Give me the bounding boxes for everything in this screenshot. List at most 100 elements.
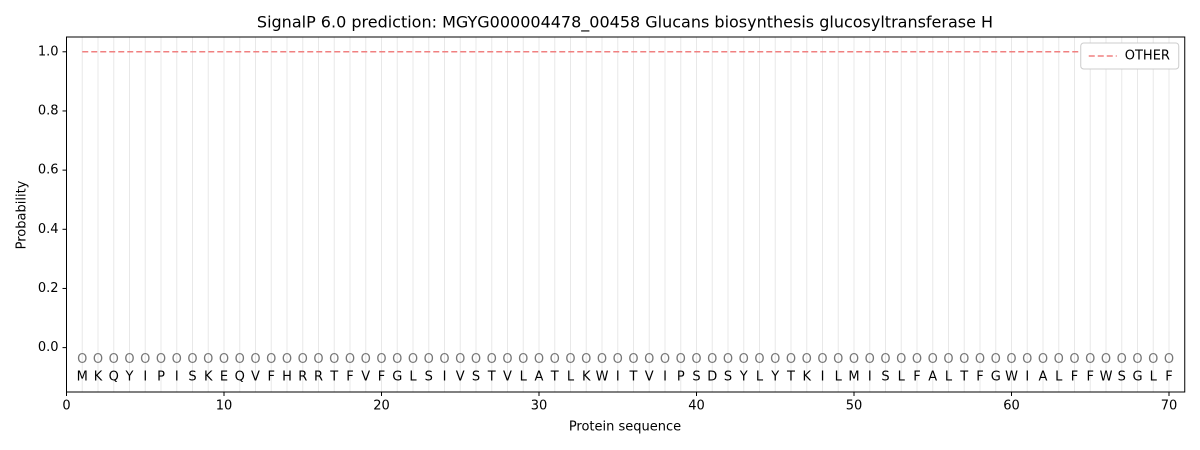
residue-label: A <box>928 370 937 385</box>
region-label: O <box>1006 352 1016 367</box>
region-label: O <box>329 352 339 367</box>
residue-label: L <box>756 370 764 385</box>
region-label: O <box>235 352 245 367</box>
region-label: O <box>550 352 560 367</box>
y-tick-label: 0.0 <box>38 340 59 355</box>
region-label: O <box>565 352 575 367</box>
y-tick-label: 1.0 <box>38 44 59 59</box>
residue-label: L <box>1055 370 1063 385</box>
residue-label: V <box>645 370 654 385</box>
region-label: O <box>172 352 182 367</box>
residue-label: I <box>443 370 447 385</box>
region-label: O <box>361 352 371 367</box>
region-label: O <box>660 352 670 367</box>
residue-label: I <box>1025 370 1029 385</box>
residue-label: F <box>1165 370 1172 385</box>
residue-label: L <box>520 370 528 385</box>
region-label: O <box>77 352 87 367</box>
region-label: O <box>581 352 591 367</box>
residue-label: Q <box>109 370 119 385</box>
residue-label: R <box>314 370 323 385</box>
y-tick-label: 0.6 <box>38 163 59 178</box>
residue-label: S <box>724 370 732 385</box>
residue-label: F <box>268 370 275 385</box>
region-label: O <box>833 352 843 367</box>
residue-label: W <box>1100 370 1113 385</box>
residue-label: F <box>976 370 983 385</box>
residue-label: I <box>821 370 825 385</box>
region-label: O <box>975 352 985 367</box>
chart-title: SignalP 6.0 prediction: MGYG000004478_00… <box>257 13 993 33</box>
residue-label: T <box>550 370 559 385</box>
region-label: O <box>959 352 969 367</box>
region-label: O <box>266 352 276 367</box>
region-label: O <box>644 352 654 367</box>
region-label: O <box>408 352 418 367</box>
residue-label: S <box>425 370 433 385</box>
residue-label: V <box>251 370 260 385</box>
residue-label: I <box>663 370 667 385</box>
region-label: O <box>896 352 906 367</box>
residue-label: F <box>1071 370 1078 385</box>
region-label: O <box>1101 352 1111 367</box>
residue-label: P <box>157 370 165 385</box>
residue-label: E <box>220 370 228 385</box>
residue-label: V <box>503 370 512 385</box>
residue-label: F <box>378 370 385 385</box>
region-label: O <box>203 352 213 367</box>
region-label: O <box>849 352 859 367</box>
residue-label: T <box>329 370 338 385</box>
x-tick-label: 30 <box>531 399 548 414</box>
residue-label: K <box>802 370 811 385</box>
y-tick-label: 0.4 <box>38 222 59 237</box>
residue-label: K <box>204 370 213 385</box>
region-label: O <box>865 352 875 367</box>
region-label: O <box>140 352 150 367</box>
region-label: O <box>1054 352 1064 367</box>
residue-label: L <box>945 370 953 385</box>
region-label: O <box>613 352 623 367</box>
region-label: O <box>313 352 323 367</box>
region-label: O <box>707 352 717 367</box>
residue-label: Y <box>739 370 748 385</box>
residue-label: G <box>392 370 402 385</box>
residue-label: L <box>835 370 843 385</box>
x-tick-label: 20 <box>373 399 390 414</box>
region-label: O <box>628 352 638 367</box>
region-label: O <box>770 352 780 367</box>
region-label: O <box>1038 352 1048 367</box>
residue-label: P <box>677 370 685 385</box>
residue-label: S <box>188 370 196 385</box>
region-label: O <box>439 352 449 367</box>
region-label: O <box>928 352 938 367</box>
residue-label: I <box>175 370 179 385</box>
region-label: O <box>597 352 607 367</box>
region-label: O <box>219 352 229 367</box>
residue-label: S <box>1118 370 1126 385</box>
region-label: O <box>1164 352 1174 367</box>
region-label: O <box>487 352 497 367</box>
residue-label: R <box>298 370 307 385</box>
region-label: O <box>723 352 733 367</box>
residue-label: I <box>868 370 872 385</box>
region-label: O <box>802 352 812 367</box>
x-tick-label: 0 <box>62 399 70 414</box>
residue-label: T <box>959 370 968 385</box>
region-label: O <box>455 352 465 367</box>
residue-label: A <box>1039 370 1048 385</box>
region-label: O <box>392 352 402 367</box>
residue-label: F <box>913 370 920 385</box>
region-label: O <box>156 352 166 367</box>
region-label: O <box>424 352 434 367</box>
residue-label: D <box>707 370 717 385</box>
x-tick-label: 60 <box>1003 399 1020 414</box>
residue-label: L <box>409 370 417 385</box>
region-label: O <box>345 352 355 367</box>
region-label: O <box>912 352 922 367</box>
residue-label: K <box>94 370 103 385</box>
region-label: O <box>754 352 764 367</box>
region-label: O <box>1022 352 1032 367</box>
residue-label: I <box>143 370 147 385</box>
residue-label: L <box>898 370 906 385</box>
